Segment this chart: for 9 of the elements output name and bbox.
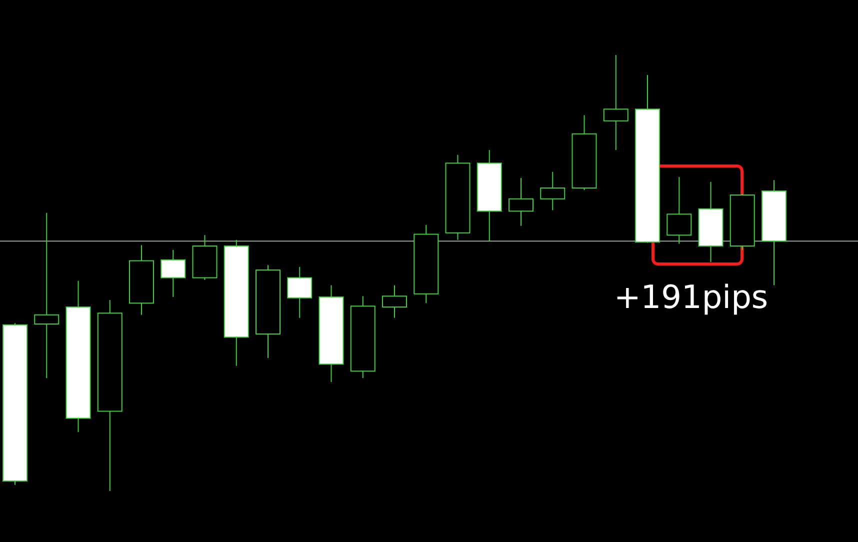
- candlestick: [603, 54, 628, 151]
- candlestick: [287, 266, 312, 318]
- annotation: +191pips: [614, 278, 768, 316]
- candlestick: [34, 212, 60, 379]
- candlestick: [508, 177, 534, 226]
- candlestick: [666, 176, 692, 244]
- candlestick: [382, 284, 407, 318]
- candlestick: [160, 249, 186, 298]
- candlestick: [540, 171, 566, 211]
